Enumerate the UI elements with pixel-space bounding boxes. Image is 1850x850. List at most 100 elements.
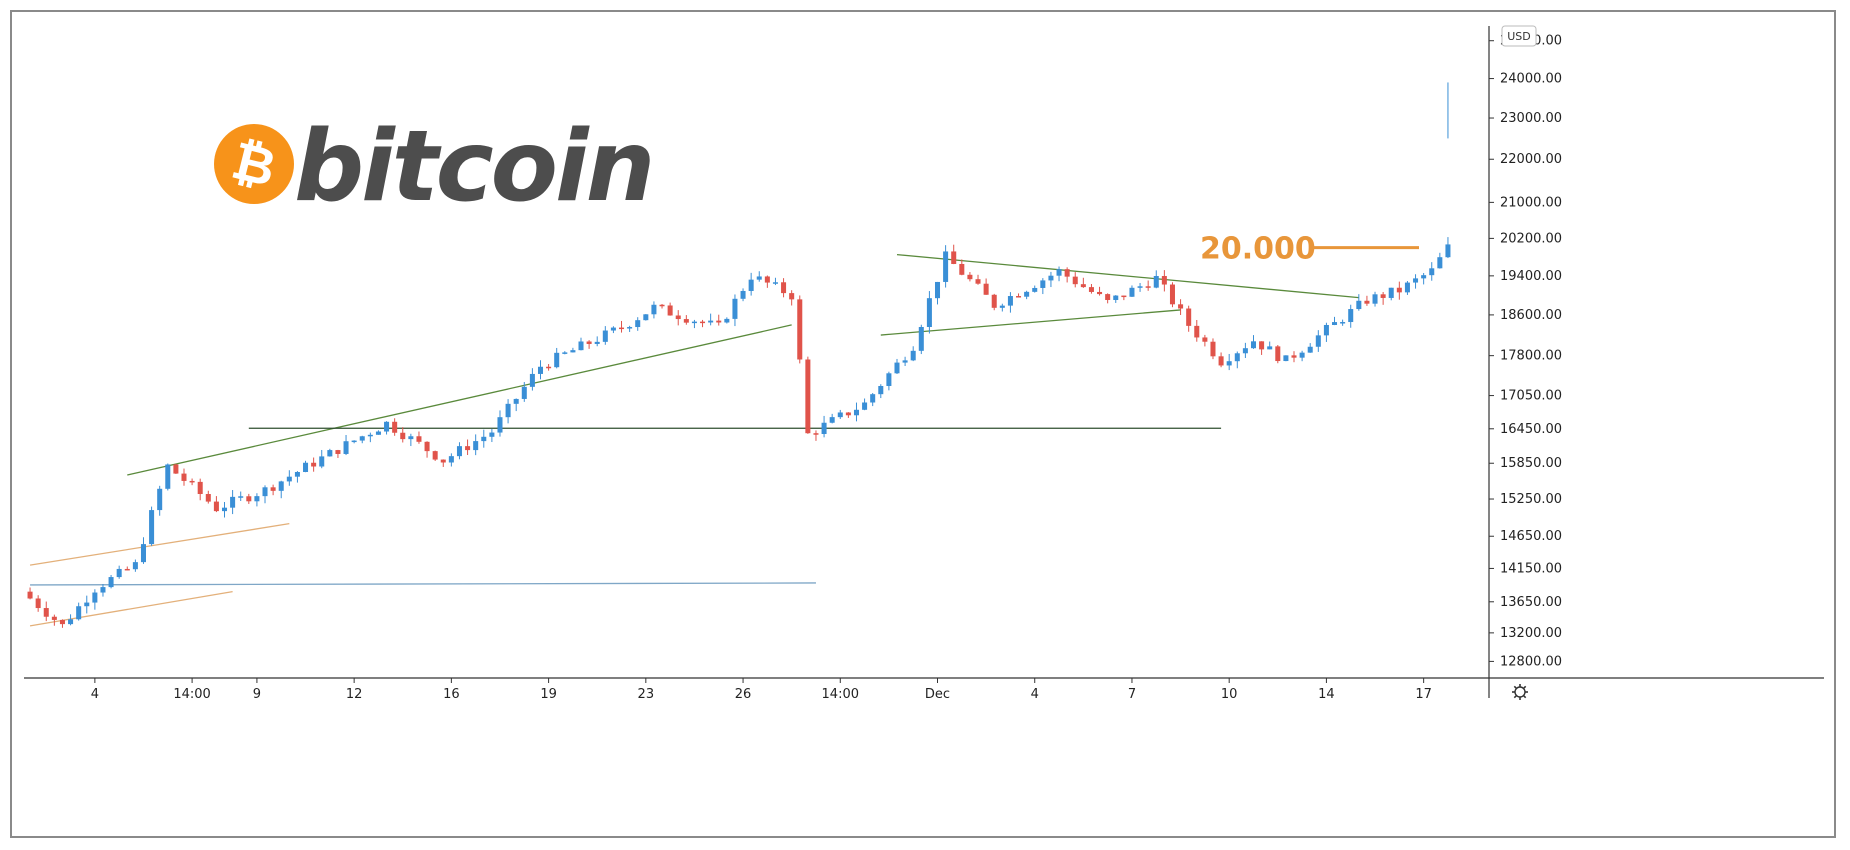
candle [157,485,163,516]
candle [894,358,900,374]
candle [1137,283,1143,292]
candle [1007,292,1013,313]
candle [1445,237,1451,259]
candle [1234,351,1240,369]
candle [230,490,236,515]
time-tick-label: 16 [443,687,460,702]
candle [303,460,309,473]
chart-frame: 20.000 12800.00 13200.00 13650.00 14150.00 1… [10,10,1836,838]
candle [384,421,390,435]
trendline-rising-trendline[interactable] [127,324,792,476]
annotation-label: 20.000 [1200,232,1316,267]
candle [529,368,535,391]
candle [602,326,608,345]
candle [1348,304,1354,328]
price-tick-label: 14150.00 [1500,561,1562,576]
candle [448,453,454,467]
candle [934,281,941,305]
candle [1040,278,1046,295]
candle [489,428,495,443]
candle [1356,294,1362,311]
candle [635,317,641,331]
time-tick-label: 26 [735,687,752,702]
candle [1307,343,1313,353]
price-tick-label: 23000.00 [1500,111,1562,126]
candle [1275,345,1281,364]
candle [700,319,706,328]
candle [1169,282,1175,308]
time-tick-label: Dec [925,687,950,702]
candle [351,440,357,444]
bitcoin-coin-icon [214,124,294,204]
candle [51,614,57,626]
candle [1340,319,1346,326]
gear-icon[interactable] [1512,684,1528,700]
candle [465,439,471,456]
candle [910,346,916,362]
candle [76,602,82,621]
candle [197,478,203,501]
candle [975,274,981,285]
candle [1437,252,1443,269]
candle [1315,330,1321,352]
candle [691,319,697,329]
candle [943,245,949,288]
candle [1178,299,1184,315]
candle [813,430,819,441]
trendline-wedge-top[interactable] [896,253,1359,299]
candle [1267,341,1273,350]
price-chart[interactable]: 20.000 12800.0013200.0013650.0014150.001… [12,12,1838,840]
time-tick-label: 23 [638,687,655,702]
candle [537,360,544,380]
candle [902,356,908,366]
candle [951,244,957,265]
candle [926,291,932,334]
candle [473,434,479,456]
candle [748,272,754,296]
candle [343,434,349,456]
candle [254,493,260,507]
candle [1153,270,1159,289]
candle [1202,334,1208,347]
candle [797,295,803,364]
candle [1088,284,1094,294]
trendline-wedge-bottom[interactable] [880,309,1181,336]
candle [1218,352,1224,368]
trendline-ascending-channel-top[interactable] [29,523,290,566]
price-tick-label: 22000.00 [1500,152,1562,167]
candle [286,470,292,486]
candle [781,278,787,298]
trendline-support[interactable] [30,582,816,586]
candle [983,278,989,295]
candle [918,324,924,355]
candle [335,449,341,458]
candle [821,415,827,438]
bitcoin-logo: ₿ bitcoin [214,110,655,224]
candle [68,614,74,626]
candle [359,435,365,444]
time-tick-label: 7 [1128,687,1136,702]
price-axis[interactable]: 12800.00 13200.00 13650.00 14150.00 14650.00… [1489,34,1562,670]
candle [610,326,616,334]
candle [1421,272,1427,285]
price-tick-label: 18600.00 [1500,308,1562,323]
candle [1194,319,1200,342]
candle [100,583,106,597]
candle [327,448,333,457]
candle [1250,335,1257,349]
candle [1121,295,1127,301]
candle [886,371,892,391]
time-axis[interactable]: 4 14:00 9 12 16 19 23 26 14:00 Dec 4 7 10 14 17 [91,678,1432,702]
candle [789,290,795,306]
candle [424,441,430,458]
candle [643,314,649,321]
candle [772,277,778,286]
candle [408,433,414,447]
candle [708,313,714,326]
currency-badge[interactable]: USD [1501,25,1537,47]
price-tick-label: 17800.00 [1500,349,1562,364]
candle [1259,341,1265,355]
currency-label: USD [1507,30,1531,43]
candle [740,288,746,302]
time-tick-label: 14:00 [173,687,210,702]
